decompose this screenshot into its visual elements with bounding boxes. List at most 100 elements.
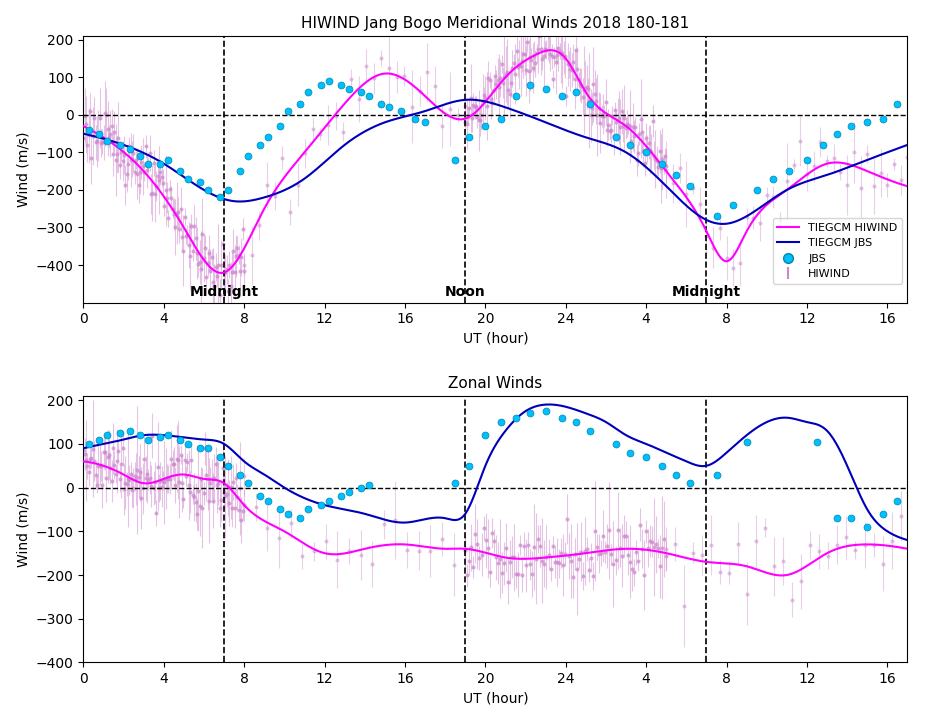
- Point: [712, 222, 727, 233]
- Point: [244, 250, 259, 261]
- Point: [542, 29, 557, 40]
- Point: [609, 117, 624, 128]
- Point: [470, 539, 485, 550]
- Point: [669, 169, 683, 181]
- Point: [227, 502, 242, 513]
- Point: [172, 223, 187, 235]
- Point: [112, 159, 127, 171]
- Point: [159, 192, 174, 203]
- Point: [220, 482, 235, 493]
- Point: [631, 555, 645, 567]
- Point: [423, 545, 438, 557]
- Point: [830, 539, 845, 550]
- Point: [639, 526, 654, 537]
- Point: [106, 443, 120, 454]
- Point: [679, 188, 694, 199]
- Point: [565, 64, 580, 76]
- Point: [651, 162, 666, 174]
- Point: [77, 449, 92, 460]
- Point: [450, 109, 465, 121]
- Point: [478, 535, 493, 546]
- Point: [644, 536, 659, 547]
- Point: [569, 63, 584, 75]
- Point: [108, 154, 123, 166]
- Point: [739, 436, 754, 448]
- Point: [920, 184, 926, 195]
- Point: [498, 542, 513, 554]
- Point: [129, 154, 144, 166]
- Point: [536, 50, 551, 62]
- Point: [313, 79, 328, 91]
- Point: [91, 460, 106, 472]
- Point: [143, 147, 157, 158]
- Point: [759, 189, 774, 200]
- Point: [435, 121, 450, 132]
- Point: [176, 493, 191, 505]
- Point: [539, 552, 554, 563]
- Point: [551, 42, 566, 53]
- Point: [194, 264, 208, 275]
- Point: [165, 203, 180, 215]
- Point: [92, 433, 106, 445]
- Point: [180, 456, 194, 468]
- Point: [525, 568, 540, 580]
- Point: [657, 150, 672, 161]
- Point: [79, 454, 94, 466]
- Point: [527, 541, 542, 553]
- Point: [657, 159, 671, 171]
- Point: [640, 143, 655, 154]
- Point: [474, 109, 489, 121]
- Point: [626, 567, 641, 578]
- Point: [559, 90, 574, 102]
- Point: [125, 484, 140, 495]
- Point: [175, 231, 190, 243]
- Point: [207, 280, 222, 292]
- Point: [685, 183, 700, 194]
- Point: [105, 120, 119, 132]
- X-axis label: UT (hour): UT (hour): [463, 332, 528, 346]
- Point: [487, 70, 502, 81]
- Point: [138, 472, 153, 484]
- Point: [126, 147, 141, 158]
- Point: [739, 211, 754, 222]
- Point: [144, 430, 159, 441]
- Point: [152, 158, 167, 169]
- Point: [313, 128, 328, 140]
- Point: [241, 150, 256, 162]
- Point: [141, 474, 156, 485]
- Point: [144, 189, 158, 200]
- Point: [77, 109, 92, 121]
- Point: [846, 146, 861, 158]
- Point: [839, 531, 854, 543]
- Point: [319, 536, 333, 547]
- Point: [471, 114, 486, 126]
- Point: [344, 73, 358, 85]
- Point: [173, 203, 188, 215]
- Point: [604, 125, 619, 136]
- Title: HIWIND Jang Bogo Meridional Winds 2018 180-181: HIWIND Jang Bogo Meridional Winds 2018 1…: [301, 16, 690, 31]
- Point: [860, 521, 875, 533]
- Point: [96, 446, 111, 457]
- Point: [521, 65, 536, 76]
- Point: [241, 477, 256, 489]
- Point: [911, 571, 926, 582]
- Point: [137, 166, 152, 178]
- Point: [876, 508, 891, 520]
- Point: [553, 547, 568, 559]
- Point: [620, 549, 635, 561]
- Point: [282, 206, 297, 217]
- Point: [519, 65, 533, 76]
- Point: [90, 135, 105, 147]
- Point: [119, 168, 134, 180]
- Point: [397, 70, 412, 81]
- Point: [505, 551, 519, 562]
- Point: [130, 168, 144, 179]
- Point: [884, 535, 899, 546]
- Point: [428, 80, 443, 91]
- Point: [709, 469, 724, 480]
- Point: [85, 443, 100, 454]
- Point: [773, 214, 788, 225]
- Point: [890, 98, 905, 109]
- Point: [596, 110, 611, 122]
- Point: [82, 438, 97, 450]
